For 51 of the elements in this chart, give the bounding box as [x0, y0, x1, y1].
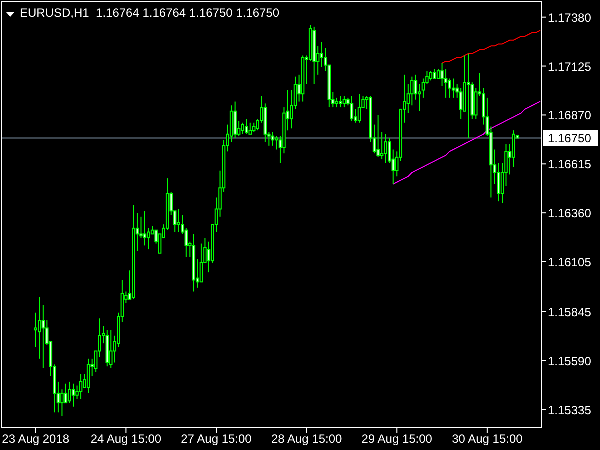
candlestick: [184, 228, 188, 258]
candlestick: [241, 122, 244, 135]
candlestick: [64, 383, 68, 404]
candlestick: [429, 70, 433, 82]
candlestick: [200, 243, 204, 283]
y-tick-label: 1.17380: [548, 10, 592, 25]
candlestick: [143, 210, 147, 246]
candlestick: [436, 68, 440, 80]
x-tick-label: 27 Aug 15:00: [181, 432, 252, 446]
y-tick-label: 1.16870: [548, 108, 592, 123]
x-tick-label: 28 Aug 15:00: [271, 432, 343, 446]
candlestick: [110, 330, 113, 370]
y-tick-label: 1.17125: [548, 60, 592, 74]
ref-line-label: 1.16750: [548, 132, 592, 146]
candlestick: [68, 381, 72, 404]
candlestick: [271, 132, 275, 146]
y-tick-label: 1.16615: [548, 158, 592, 172]
candlestick: [452, 78, 456, 98]
candlestick: [358, 94, 362, 124]
x-tick-label: 23 Aug 2018: [2, 432, 70, 446]
candlestick: [244, 118, 248, 135]
candlestick: [79, 374, 83, 400]
candlestick: [380, 132, 384, 160]
line-series: [392, 101, 541, 185]
line-series: [442, 30, 541, 64]
candlestick: [466, 53, 470, 139]
y-tick-label: 1.16360: [548, 206, 592, 221]
candlestick: [177, 208, 181, 233]
candlestick: [320, 42, 324, 68]
candlestick: [384, 134, 388, 164]
y-tick-label: 1.16105: [548, 256, 592, 270]
candlestick: [342, 96, 346, 108]
candlestick: [234, 101, 237, 139]
x-tick-label: 24 Aug 15:00: [90, 432, 162, 446]
x-tick-label: 30 Aug 15:00: [452, 432, 524, 446]
x-tick-label: 29 Aug 15:00: [362, 432, 433, 446]
candlestick: [72, 383, 76, 408]
candlestick: [433, 68, 436, 80]
chart-title: EURUSD,H1 1.16764 1.16764 1.16750 1.16750: [20, 6, 280, 20]
y-tick-label: 1.15590: [548, 354, 592, 368]
candlestick: [252, 122, 256, 133]
candlestick: [376, 114, 380, 158]
candlestick: [34, 312, 38, 348]
y-tick-label: 1.15335: [548, 403, 592, 418]
candlestick: [350, 96, 354, 122]
y-tick-label: 1.15845: [548, 305, 592, 320]
candlestick: [339, 96, 342, 108]
candlestick: [60, 389, 64, 417]
candlestick: [42, 304, 46, 370]
candlestick: [248, 122, 252, 135]
candlestick: [86, 358, 90, 394]
